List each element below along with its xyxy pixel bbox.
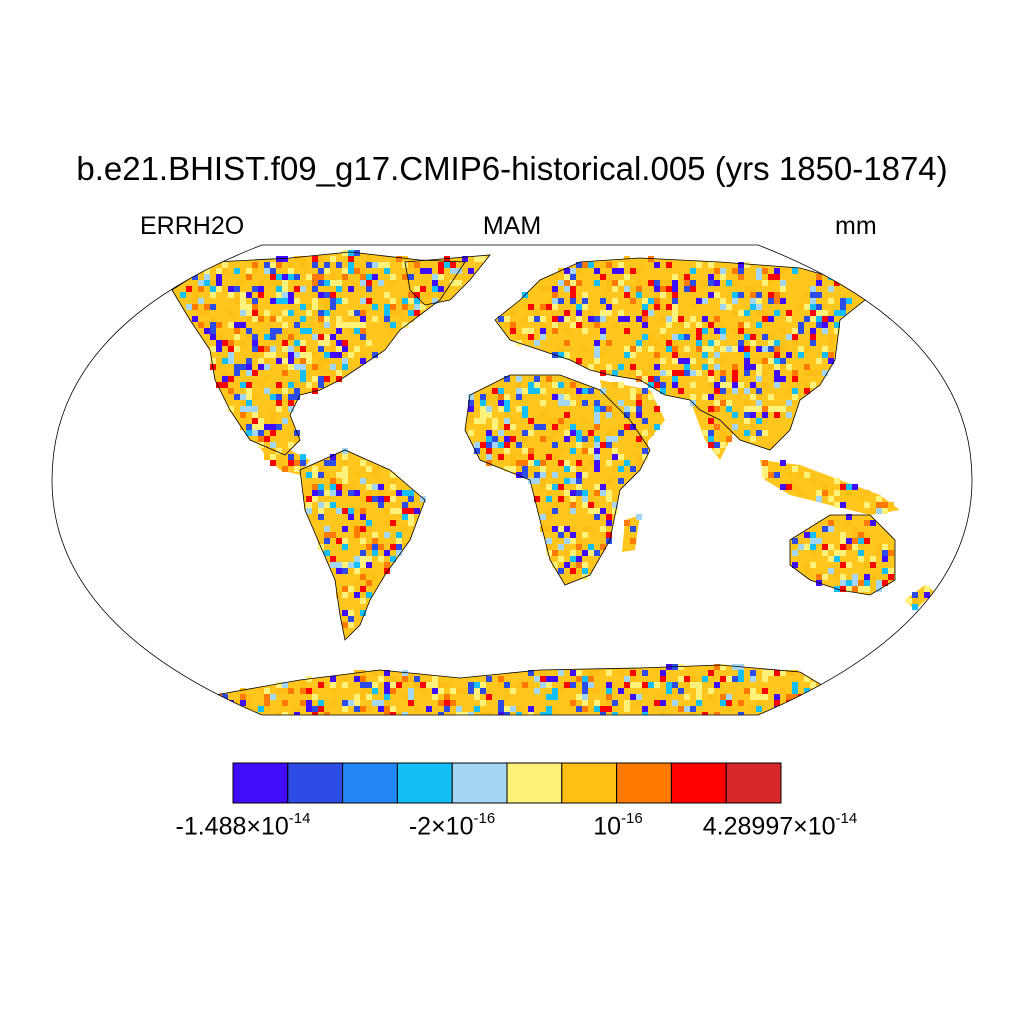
colorbar-swatch-1 (287, 762, 344, 804)
colorbar-swatch-9 (725, 762, 782, 804)
data-noise-layer (180, 250, 930, 715)
colorbar-label-max: 4.28997×10-14 (702, 810, 858, 841)
colorbar-swatch-2 (342, 762, 398, 804)
variable-label: ERRH2O (140, 212, 245, 240)
colorbar-swatch-4 (451, 762, 508, 804)
map-title: b.e21.BHIST.f09_g17.CMIP6-historical.005… (76, 150, 948, 187)
colorbar-label-min: -1.488×10-14 (175, 810, 311, 841)
colorbar (232, 762, 782, 804)
coastlines (171, 251, 896, 715)
season-label: MAM (482, 212, 542, 240)
colorbar-swatch-6 (561, 762, 618, 804)
colorbar-swatch-5 (506, 762, 563, 804)
colorbar-swatch-8 (670, 762, 727, 804)
colorbar-label-pos: 10-16 (593, 810, 643, 841)
map-border (51, 244, 973, 716)
colorbar-swatch-7 (616, 762, 672, 804)
units-label: mm (835, 212, 877, 240)
colorbar-swatch-0 (232, 762, 289, 804)
colorbar-label-neg: -2×10-16 (408, 810, 496, 841)
colorbar-swatch-3 (396, 762, 453, 804)
